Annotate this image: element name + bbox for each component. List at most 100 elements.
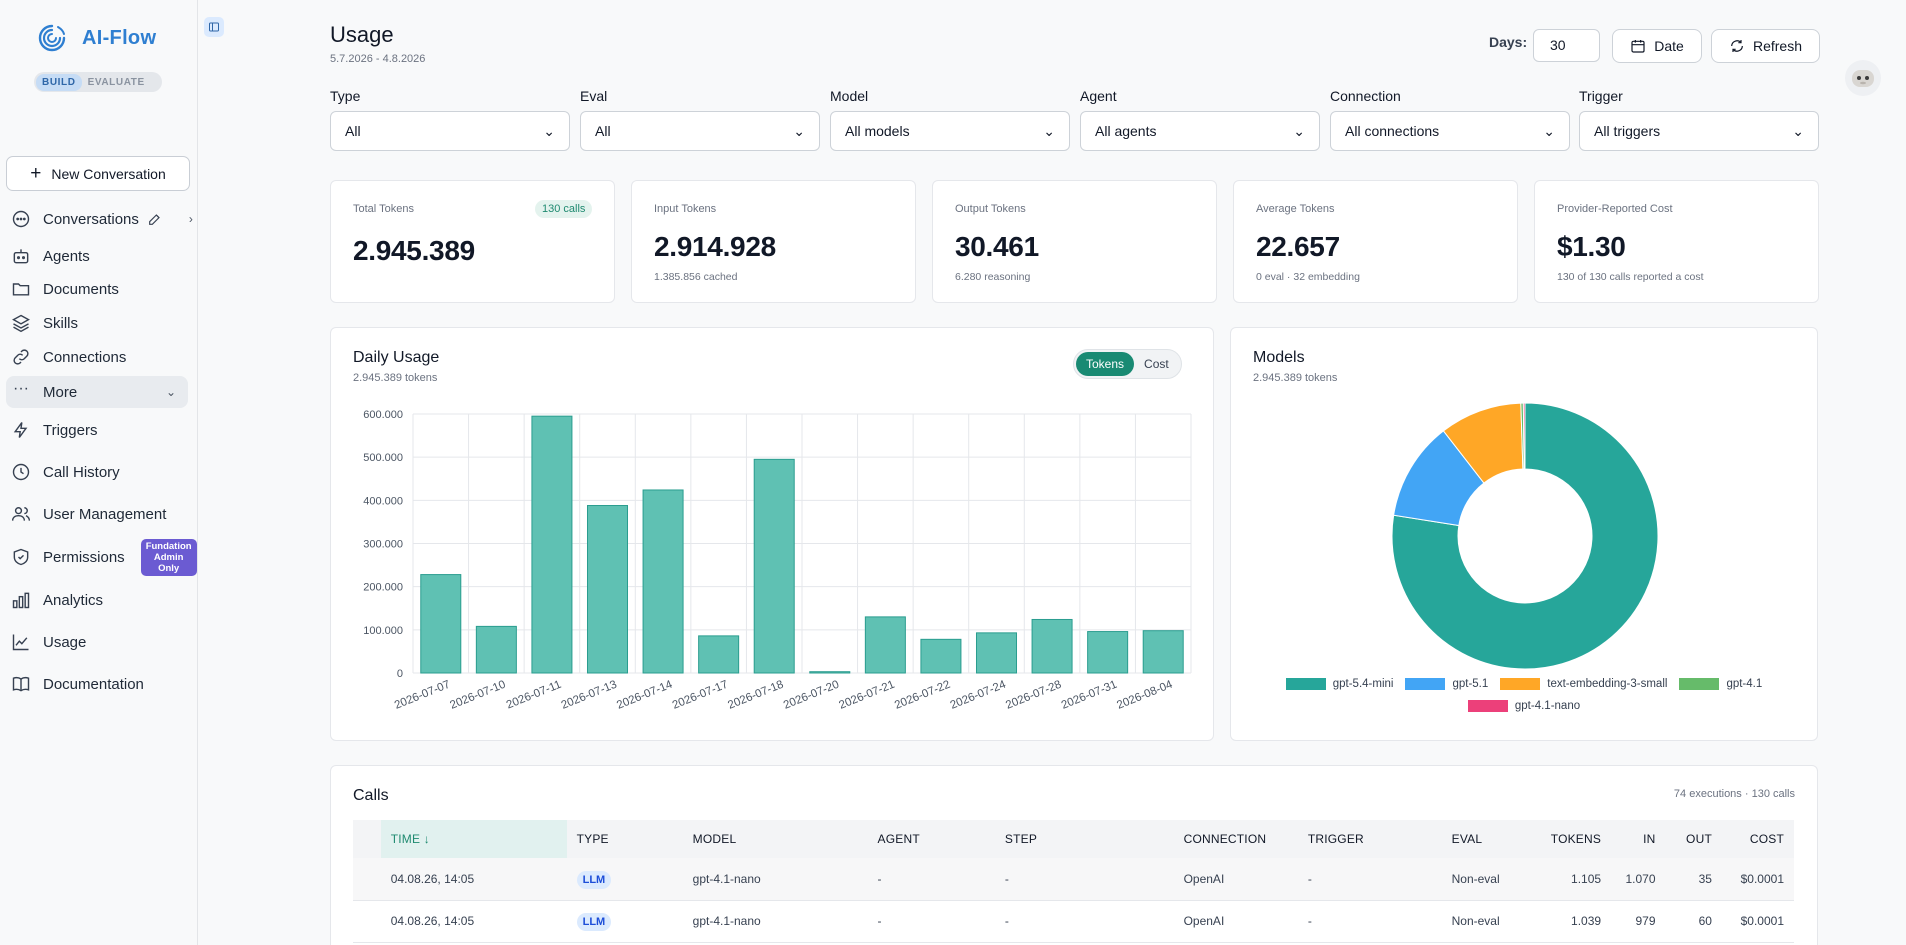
mode-toggle[interactable]: BUILD EVALUATE [34,72,162,92]
sidebar-toggle-button[interactable] [204,17,224,37]
panel-title: Daily Usage [353,349,440,366]
sidebar-item-call-history[interactable]: Call History [6,456,188,488]
legend-item[interactable]: gpt-5.4-mini [1285,676,1393,692]
column-in[interactable]: IN [1643,832,1656,846]
toggle-cost[interactable]: Cost [1144,357,1169,371]
sidebar-item-more[interactable]: ··· More ⌄ [6,376,188,408]
stat-value: 30.461 [955,231,1039,262]
column-trigger[interactable]: TRIGGER [1307,832,1364,846]
agent-select[interactable]: All agents ⌄ [1080,111,1320,151]
model-select[interactable]: All models ⌄ [830,111,1070,151]
column-tokens[interactable]: TOKENS [1550,832,1602,846]
slice-gpt-5.4-mini [1391,402,1659,670]
cell-type: LLM [567,858,683,900]
stat-value: 22.657 [1256,231,1340,262]
x-tick-label: 2026-07-24 [949,678,1009,711]
days-input[interactable]: 30 [1533,29,1600,62]
cell-tokens: 1.039 [1571,914,1602,928]
sidebar-item-label: Usage [43,633,87,651]
type-select[interactable]: All ⌄ [330,111,570,151]
column-model[interactable]: MODEL [692,832,737,846]
column-step[interactable]: STEP [1004,832,1038,846]
sidebar-item-triggers[interactable]: Triggers [6,414,188,446]
select-value: All models [845,123,910,139]
new-conversation-button[interactable]: + New Conversation [6,156,190,191]
column-cost[interactable]: COST [1749,832,1784,846]
stat-sub: 0 eval · 32 embedding [1256,271,1360,283]
table-row[interactable]: 04.08.26, 14:05 LLM gpt-4.1-nano - - Ope… [353,858,1794,900]
toggle-tokens[interactable]: Tokens [1076,352,1135,376]
stat-total-tokens: Total Tokens 130 calls 2.945.389 [330,180,615,303]
sidebar-item-analytics[interactable]: Analytics [6,584,188,616]
stat-label: Average Tokens [1256,203,1335,215]
column-out[interactable]: OUT [1686,832,1712,846]
x-tick-label: 2026-07-28 [1004,679,1063,712]
cell-step: - [1004,871,1009,886]
assistant-avatar[interactable] [1845,60,1881,96]
bot-face-icon [1852,70,1874,87]
column-connection[interactable]: CONNECTION [1183,832,1267,846]
cell-out: 60 [1698,914,1712,928]
refresh-button-label: Refresh [1752,38,1803,54]
legend-item[interactable]: gpt-5.1 [1405,676,1488,692]
x-tick-label: 2026-07-21 [837,679,896,712]
cell-model: gpt-4.1-nano [692,871,761,886]
x-tick-label: 2026-07-14 [615,678,675,711]
eval-select[interactable]: All ⌄ [580,111,820,151]
models-donut-chart [1391,402,1659,670]
metric-toggle[interactable]: Tokens Cost [1073,349,1182,379]
x-tick-label: 2026-07-22 [893,679,952,712]
sidebar-item-agents[interactable]: Agents [6,240,188,272]
models-panel: Models 2.945.389 tokens gpt-5.4-mini gpt-… [1230,327,1818,741]
book-icon [12,676,30,692]
table-row[interactable]: 04.08.26, 14:05 LLM gpt-4.1-nano - - Ope… [353,900,1794,942]
mode-build[interactable]: BUILD [36,73,82,91]
filter-trigger: Trigger All triggers ⌄ [1579,88,1819,151]
x-tick-label: 2026-07-10 [448,679,507,712]
column-time[interactable]: TIME ↓ [380,820,567,858]
sidebar-item-skills[interactable]: Skills [6,307,188,339]
sidebar-item-conversations[interactable]: Conversations › [6,203,193,235]
app-logo[interactable]: AI-Flow [36,22,156,54]
trigger-select[interactable]: All triggers ⌄ [1579,111,1819,151]
chevron-down-icon: ⌄ [1293,122,1305,139]
daily-usage-bar-chart: 0 100.000 200.000 300.000 400.000 500.000 600.… [363,409,1192,712]
connection-select[interactable]: All connections ⌄ [1330,111,1570,151]
sidebar-item-label: Documents [43,280,119,298]
sidebar-item-label: Agents [43,247,90,265]
chevron-right-icon[interactable]: › [188,212,193,226]
sidebar-item-usage[interactable]: Usage [6,626,188,658]
column-eval[interactable]: EVAL [1451,832,1483,846]
legend-swatch [1285,678,1326,690]
edit-icon[interactable] [147,211,163,227]
stat-value: 2.945.389 [353,235,475,266]
filter-agent: Agent All agents ⌄ [1080,88,1320,151]
mode-evaluate[interactable]: EVALUATE [87,76,145,88]
bar-2026-07-21 [864,616,906,674]
stat-label: Provider-Reported Cost [1557,203,1673,215]
sidebar-item-permissions[interactable]: Permissions Fundation Admin Only [6,538,197,576]
legend-item[interactable]: gpt-4.1 [1679,676,1762,692]
refresh-button[interactable]: Refresh [1711,29,1820,63]
sidebar-item-documentation[interactable]: Documentation [6,668,188,700]
filter-label: Agent [1080,88,1117,104]
sidebar-item-connections[interactable]: Connections [6,341,188,373]
y-tick-label: 0 [397,668,403,680]
stat-output-tokens: Output Tokens 30.461 6.280 reasoning [932,180,1217,303]
column-type[interactable]: TYPE [576,832,609,846]
date-button[interactable]: Date [1612,29,1702,63]
x-tick-label: 2026-08-04 [1115,678,1175,711]
legend-item[interactable]: gpt-4.1-nano [1467,698,1580,714]
link-icon [13,349,29,365]
calls-count-pill: 130 calls [535,200,593,218]
admin-only-badge: Fundation Admin Only [140,538,197,576]
legend-item[interactable]: text-embedding-3-small [1500,676,1667,692]
sidebar-item-user-management[interactable]: User Management [6,498,188,530]
sidebar-item-documents[interactable]: Documents [6,273,188,305]
select-value: All connections [1345,123,1440,139]
y-tick-label: 300.000 [363,539,403,551]
bar-2026-07-10 [475,625,517,674]
chevron-down-icon[interactable]: ⌄ [165,385,176,399]
line-chart-icon [12,634,29,651]
column-agent[interactable]: AGENT [877,832,920,846]
